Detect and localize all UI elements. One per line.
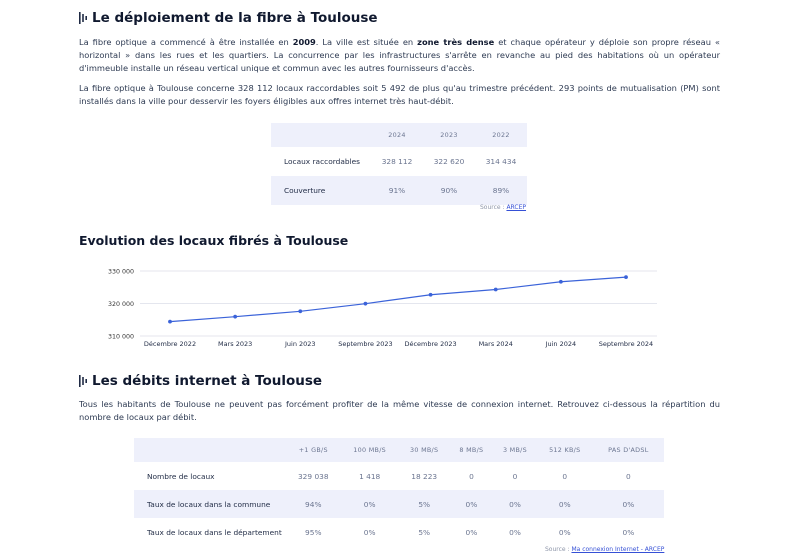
table-row: Taux de locaux dans la commune 94% 0% 5%…	[134, 490, 664, 518]
table-cell: 91%	[371, 176, 423, 205]
heading-bars-icon	[79, 12, 87, 24]
source-label: Source :	[545, 546, 572, 553]
data-point	[428, 292, 433, 297]
table-header-row: +1 GB/S 100 MB/S 30 MB/S 8 MB/S 3 MB/S 5…	[134, 438, 664, 462]
table-row: Couverture 91% 90% 89%	[271, 176, 527, 205]
section-heading-speeds: Les débits internet à Toulouse	[79, 373, 322, 389]
table-header-cell	[134, 438, 286, 462]
chart-title: Evolution des locaux fibrés à Toulouse	[79, 233, 349, 248]
table-header-cell: 100 MB/S	[340, 438, 399, 462]
table-cell: 90%	[423, 176, 475, 205]
table-source: Source : ARCEP	[480, 204, 526, 211]
table-cell: 1 418	[359, 471, 381, 481]
table-cell: 89%	[475, 176, 527, 205]
section-heading-text: Les débits internet à Toulouse	[92, 373, 323, 389]
table-cell: 0	[626, 471, 631, 481]
row-label: Locaux raccordables	[284, 157, 360, 166]
table-row: Nombre de locaux 329 038 1 418 18 223 0 …	[134, 462, 664, 490]
x-tick-label: Décembre 2023	[404, 340, 456, 348]
x-tick-label: Mars 2024	[479, 340, 513, 348]
data-point	[493, 287, 498, 292]
intro-paragraph: La fibre optique a commencé à être insta…	[79, 36, 720, 75]
table-row: Taux de locaux dans le département 95% 0…	[134, 518, 664, 546]
table-cell: 0%	[363, 527, 376, 537]
table-cell: 95%	[305, 527, 322, 537]
table-cell: 0%	[449, 490, 494, 518]
speeds-table: +1 GB/S 100 MB/S 30 MB/S 8 MB/S 3 MB/S 5…	[134, 438, 664, 546]
text-run: et chaque opérateur y déploie son propre…	[79, 37, 720, 73]
table-header-cell: 2022	[475, 123, 527, 147]
table-cell: 0%	[493, 490, 537, 518]
table-cell: 0%	[536, 490, 593, 518]
data-point	[298, 309, 303, 314]
table-header-cell: 2024	[371, 123, 423, 147]
coverage-paragraph: La fibre optique à Toulouse concerne 328…	[79, 83, 720, 106]
x-tick-label: Juin 2023	[284, 340, 316, 348]
table-header-cell: 8 MB/S	[449, 438, 494, 462]
table-cell: 0	[512, 471, 518, 481]
x-tick-label: Décembre 2022	[144, 340, 196, 348]
section-heading-fiber: Le déploiement de la fibre à Toulouse	[79, 10, 378, 26]
table-cell: 328 112	[381, 157, 413, 166]
table-cell: 0%	[622, 527, 635, 537]
x-tick-label: Juin 2024	[545, 340, 577, 348]
table-cell: 0%	[465, 527, 478, 537]
table-cell: 0%	[509, 527, 521, 537]
table-cell: 5%	[418, 527, 431, 537]
data-point	[624, 275, 628, 280]
table-cell: 0%	[592, 490, 664, 518]
table-header-cell: 512 KB/S	[536, 438, 593, 462]
table-cell: 329 038	[297, 471, 329, 481]
data-point	[363, 301, 368, 306]
table-cell: 18 223	[411, 471, 438, 481]
data-point	[558, 279, 563, 284]
section-heading-text: Le déploiement de la fibre à Toulouse	[92, 10, 378, 26]
row-label: Couverture	[271, 176, 371, 205]
text-run: La fibre optique a commencé à être insta…	[79, 37, 293, 47]
table-header-cell: 2023	[423, 123, 475, 147]
table-source: Source : Ma connexion Internet - ARCEP	[545, 546, 664, 553]
table-cell: 0	[562, 471, 568, 481]
heading-bars-icon	[79, 375, 87, 387]
row-label: Taux de locaux dans la commune	[134, 490, 286, 518]
data-point	[233, 314, 238, 319]
speeds-paragraph: Tous les habitants de Toulouse ne peuven…	[79, 399, 720, 422]
text-run: . La ville est située en	[315, 37, 418, 47]
x-tick-label: Mars 2023	[218, 340, 252, 348]
y-tick-label: 320 000	[108, 301, 134, 308]
series-line	[169, 276, 627, 323]
source-link-arcep[interactable]: ARCEP	[506, 204, 527, 211]
table-cell: 0%	[340, 490, 399, 518]
table-cell: 5%	[398, 490, 450, 518]
table-cell: 94%	[286, 490, 341, 518]
zone-bold: zone très dense	[417, 37, 495, 47]
x-tick-label: Septembre 2023	[338, 340, 392, 348]
row-label: Taux de locaux dans le département	[147, 527, 282, 537]
year-bold: 2009	[292, 37, 316, 47]
data-point	[168, 319, 172, 324]
table-header-cell: 3 MB/S	[493, 438, 537, 462]
y-tick-label: 330 000	[108, 269, 134, 276]
table-cell: 322 620	[433, 157, 465, 166]
table-header-cell: +1 GB/S	[286, 438, 341, 462]
y-tick-label: 310 000	[108, 334, 134, 341]
table-header-cell: 30 MB/S	[398, 438, 450, 462]
table-header-cell: PAS D'ADSL	[592, 438, 664, 462]
row-label: Nombre de locaux	[147, 471, 215, 481]
coverage-table: 2024 2023 2022 Locaux raccordables 328 1…	[271, 123, 527, 205]
x-tick-label: Septembre 2024	[599, 340, 653, 348]
table-cell: 314 434	[485, 157, 517, 166]
table-cell: 0	[469, 471, 474, 481]
table-row: Locaux raccordables 328 112 322 620 314 …	[271, 147, 527, 176]
source-link-ma-connexion[interactable]: Ma connexion Internet - ARCEP	[571, 546, 665, 553]
table-header-cell	[271, 123, 371, 147]
table-cell: 0%	[558, 527, 571, 537]
table-header-row: 2024 2023 2022	[271, 123, 527, 147]
source-label: Source :	[480, 204, 507, 211]
